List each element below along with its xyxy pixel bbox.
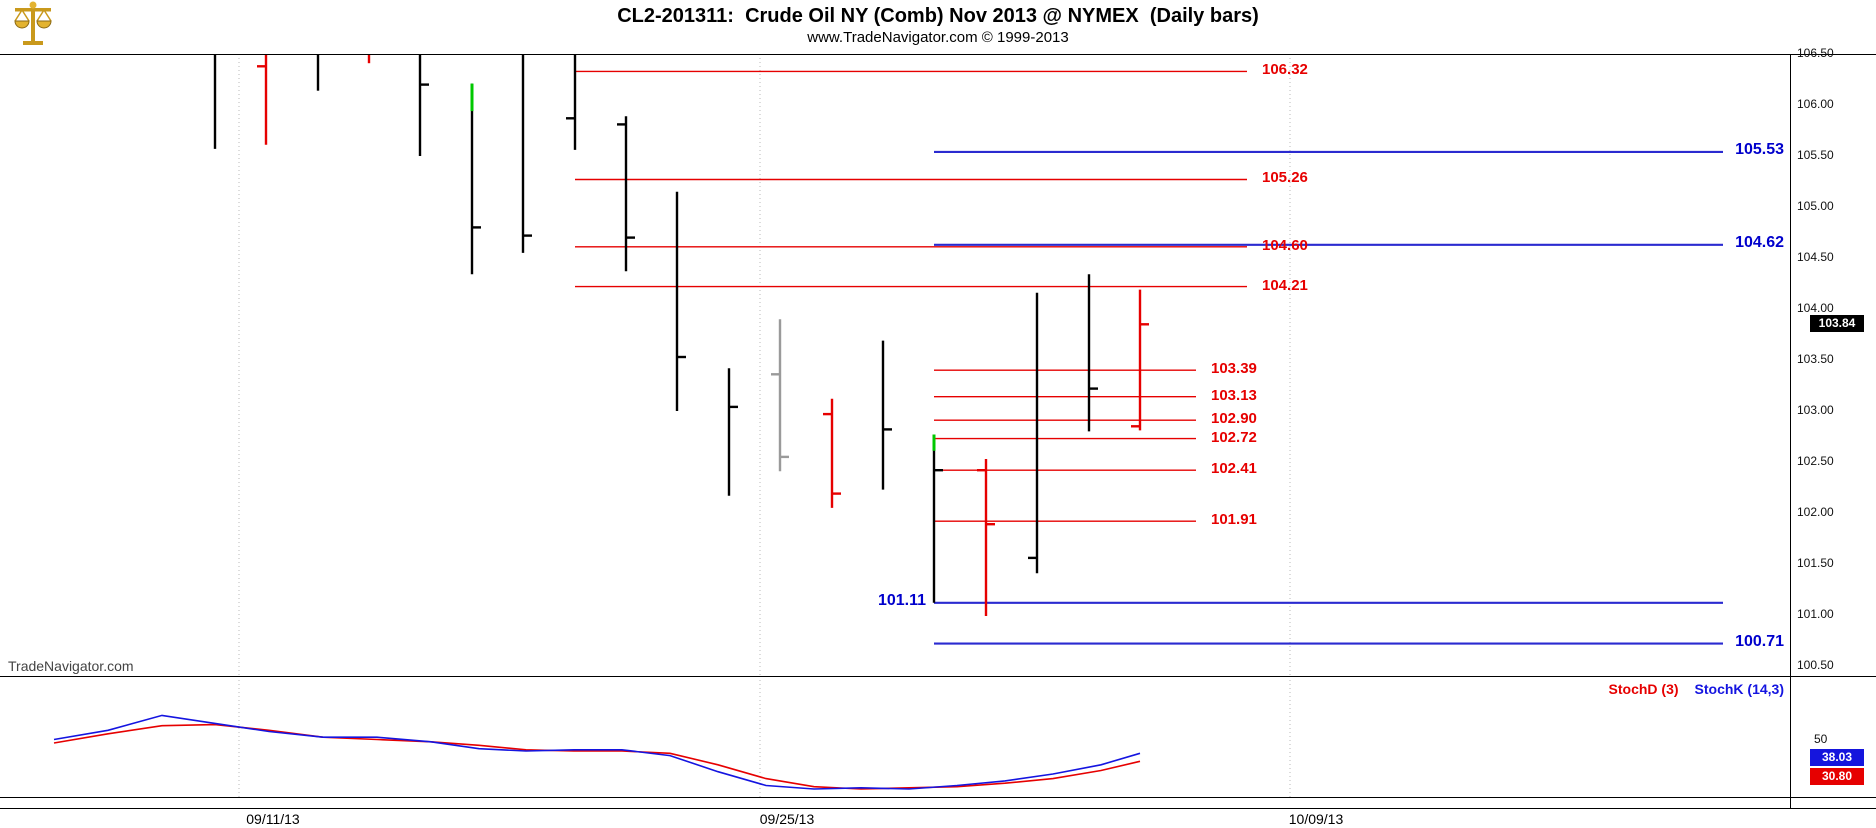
ohlc-bar[interactable] [977,459,995,616]
date-axis[interactable] [0,797,1790,828]
stochastic-canvas[interactable] [0,676,1790,797]
stoch-bottom-border [0,797,1876,798]
price-chart-canvas[interactable] [0,40,1790,676]
scales-logo-graphic [14,1,52,45]
ohlc-bar[interactable] [771,319,789,472]
price-axis[interactable] [1790,54,1876,808]
ohlc-bar[interactable] [521,47,532,253]
ohlc-bar[interactable] [1087,274,1098,432]
ohlc-bar[interactable] [727,368,738,496]
ohlc-bar[interactable] [1028,292,1039,574]
ohlc-bar[interactable] [257,54,268,145]
chart-subtitle: www.TradeNavigator.com © 1999-2013 [807,29,1069,46]
chart-top-border [0,54,1876,55]
ohlc-bar[interactable] [881,340,892,490]
ohlc-bar[interactable] [1131,289,1149,431]
tradenavigator-watermark: TradeNavigator.com [8,658,134,674]
price-chart-panel[interactable] [0,40,1790,676]
stochk-legend-label[interactable]: StochK (14,3) [1694,681,1784,697]
ohlc-bar[interactable] [470,83,481,275]
stochastic-panel[interactable] [0,676,1790,797]
stochd-legend-label[interactable]: StochD (3) [1608,681,1679,697]
ohlc-bar[interactable] [675,191,686,411]
ohlc-bar[interactable] [617,116,635,272]
ohlc-bar[interactable] [823,398,841,508]
stoch-legend: StochD (3) StochK (14,3) [1609,681,1784,697]
panel-divider-border [0,676,1876,677]
axis-bottom-border [0,808,1876,809]
stochd-line [53,723,1141,790]
tradenavigator-logo-icon [10,0,56,55]
ohlc-bar[interactable] [566,44,577,150]
ohlc-bar[interactable] [932,434,943,603]
chart-title: CL2-201311: Crude Oil NY (Comb) Nov 2013… [617,5,1259,27]
ohlc-bar[interactable] [418,45,429,156]
chart-right-border [1790,54,1791,808]
stochk-line [53,714,1141,790]
